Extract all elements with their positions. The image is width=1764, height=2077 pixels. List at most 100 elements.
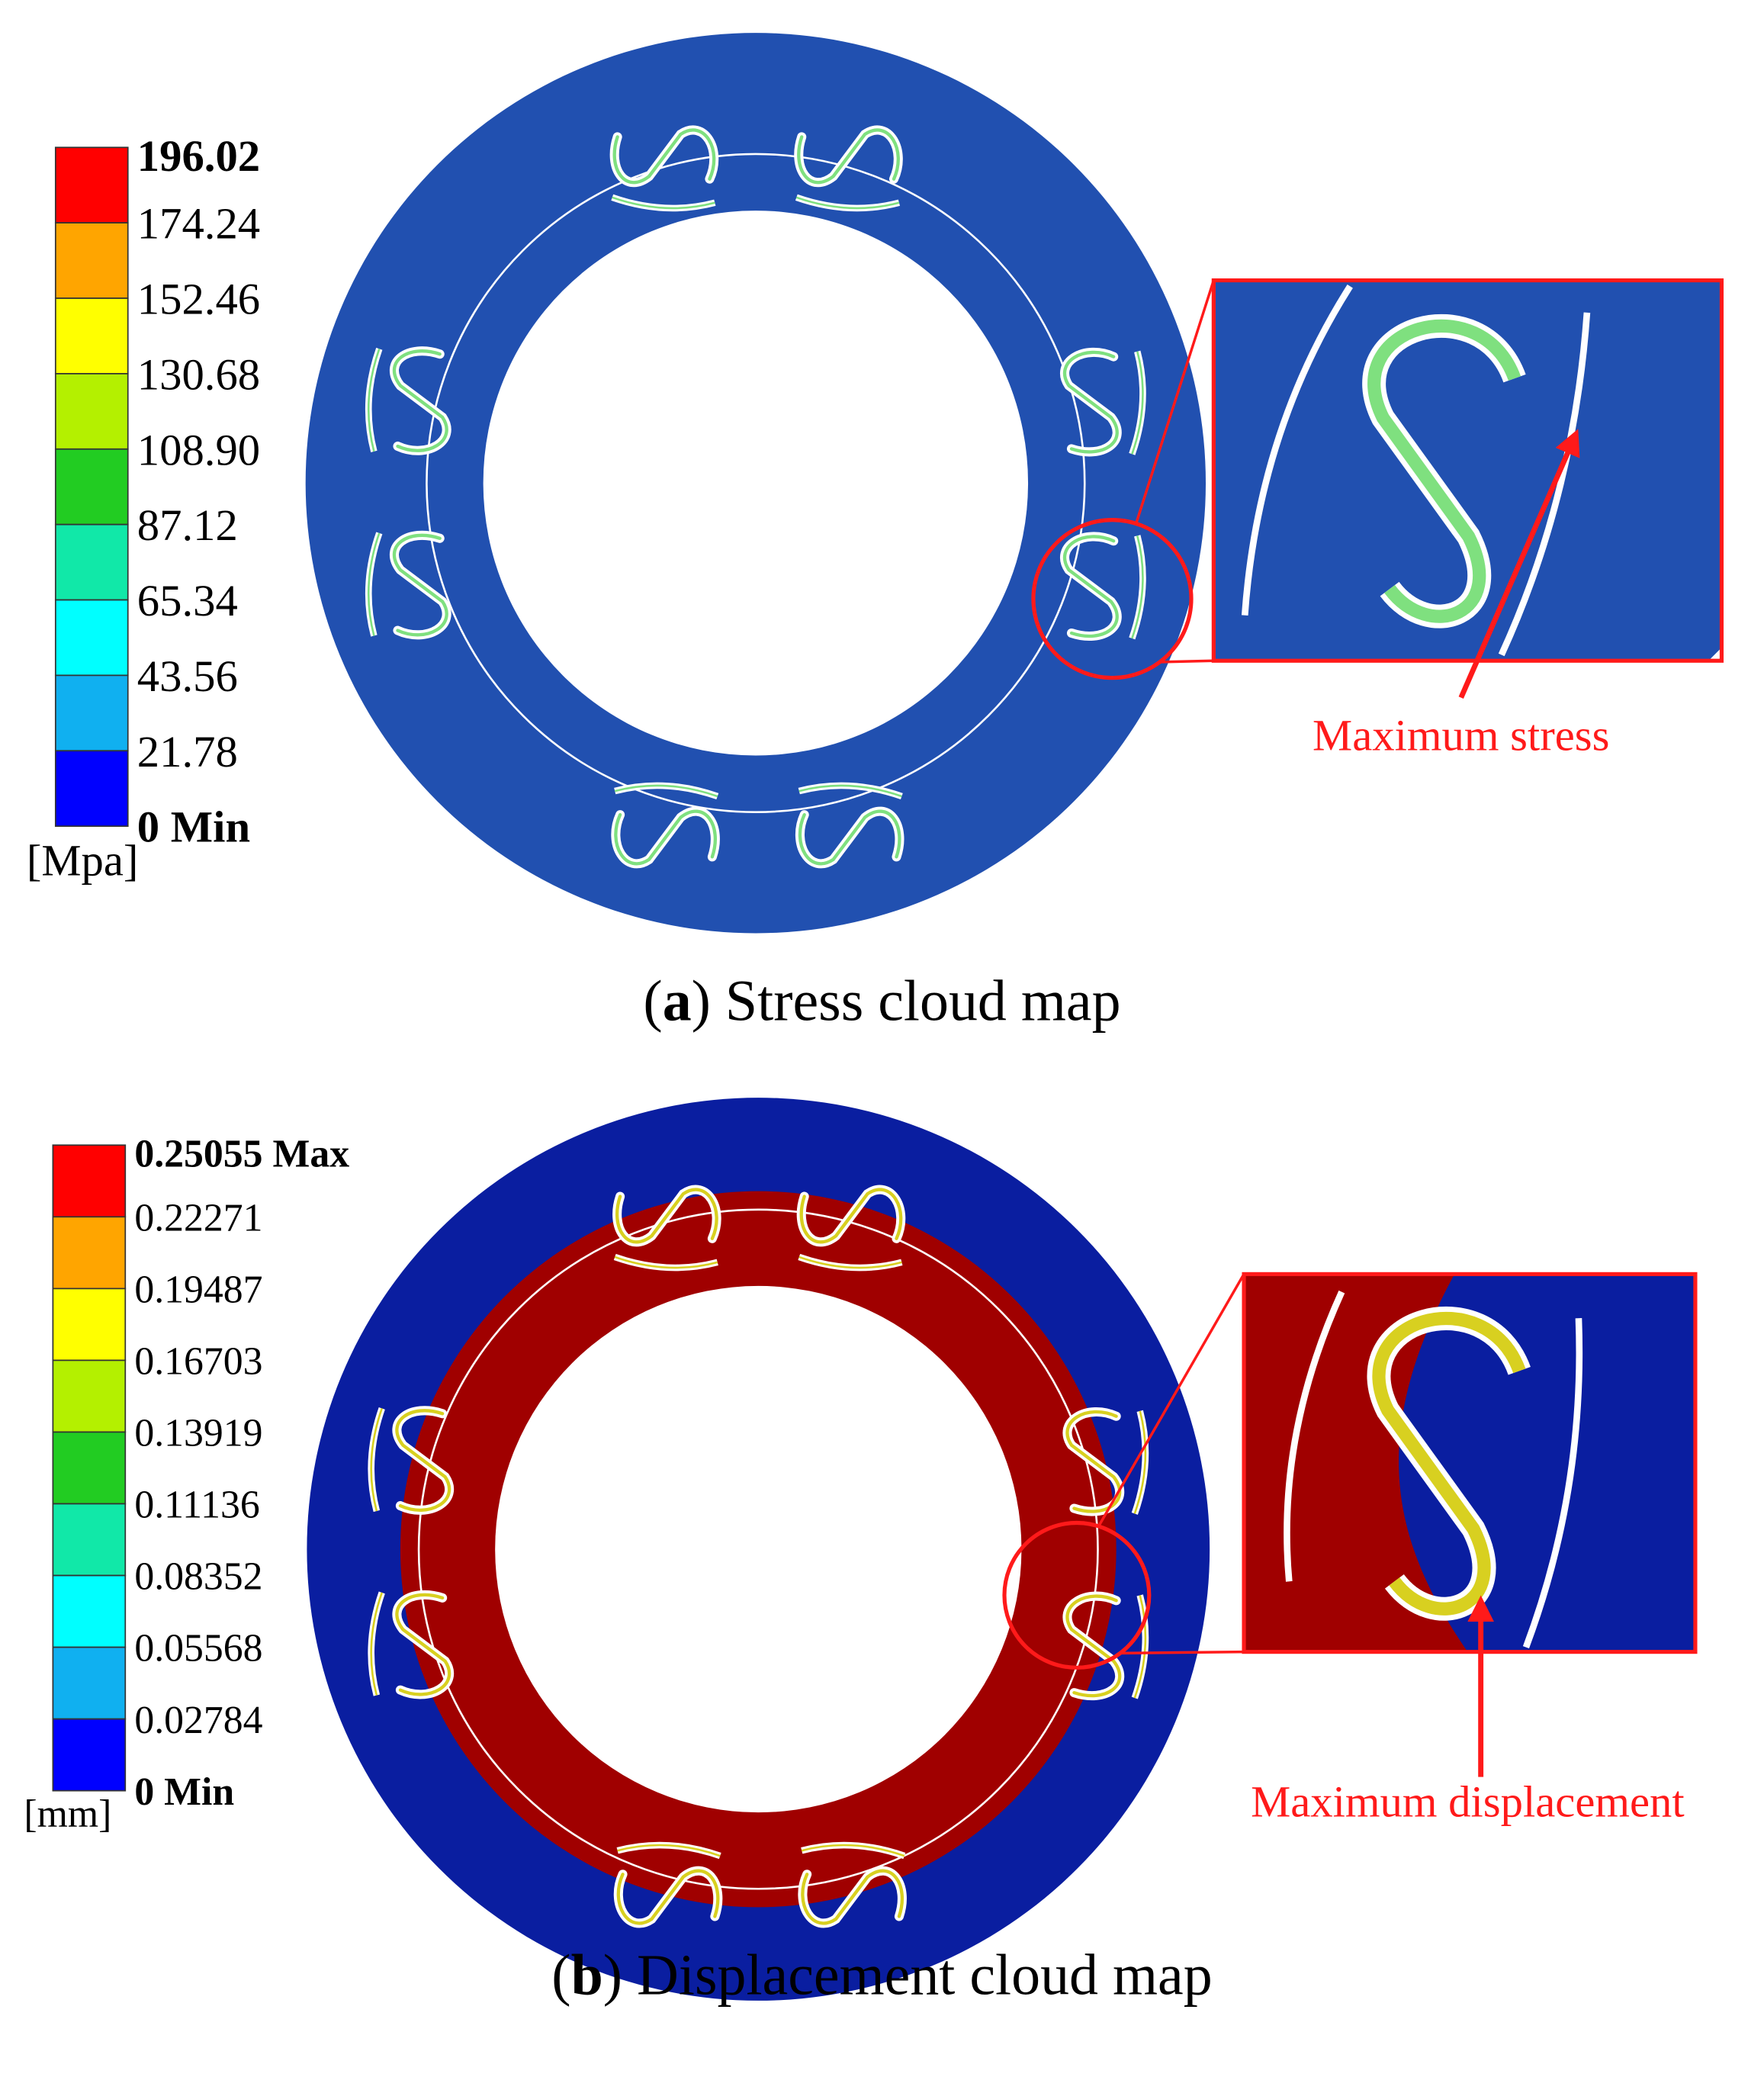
slot [612,1185,721,1272]
legend-label: 130.68 [137,349,260,399]
slot-arc-core [1131,535,1144,639]
legend-label: 65.34 [137,576,238,625]
slot [1062,1591,1149,1701]
slot-core [614,809,717,866]
connector [1120,1650,1245,1655]
panel: 0.25055 Max 0.22271 0.19487 0.16703 0.13919 0… [24,1098,1698,2007]
slot-arc-core [795,196,900,210]
legend-swatch [52,1574,127,1648]
slot [609,125,719,212]
connector [1097,1273,1245,1528]
slot [1060,532,1146,641]
slot-core [615,1188,718,1244]
slot-arc-core [1133,1595,1147,1699]
legend-label: 0 Min [134,1770,234,1814]
legend-label: 0.05568 [134,1627,262,1670]
slot-arc-core [614,1256,718,1269]
slot-core [1065,1410,1122,1513]
slot-arc-core [370,1592,383,1696]
zoom-circle [1031,518,1194,680]
slot-core [612,128,716,185]
legend-swatch [52,1359,127,1433]
inset-view [1244,1274,1695,1652]
slot-arc-core [617,1844,721,1857]
slot [795,782,904,869]
slot [368,1406,455,1515]
legend-label: 196.02 [137,131,260,181]
legend-swatch [54,599,129,677]
legend-label: 87.12 [137,500,238,550]
legend-label: 0 Min [137,802,250,852]
legend-swatch [52,1216,127,1290]
legend-swatch [52,1288,127,1362]
legend-label: 43.56 [137,651,238,701]
slot [798,1841,907,1928]
legend-label: 108.90 [137,425,260,474]
legend-swatch [54,523,129,601]
legend-unit: [mm] [24,1792,111,1836]
slot-core [797,128,900,185]
inset-arc [1498,312,1591,657]
slot-core [395,1409,451,1512]
slot [611,782,720,869]
legend-swatch [52,1718,127,1792]
slot-core [801,1869,904,1925]
inset-red [1244,1274,1468,1652]
legend-swatch [52,1646,127,1720]
legend-swatch [54,448,129,526]
ring-hole [495,1285,1022,1813]
callout-text: Maximum stress [1313,711,1609,760]
slot-arc-core [370,1407,383,1512]
slot-arc-core [801,1844,905,1857]
inset-arc [1284,1290,1345,1582]
slot-core [799,1188,903,1244]
connector [1134,280,1215,525]
legend-swatch [54,750,129,828]
legend-swatch [54,222,129,299]
slot-arc-core [614,784,718,798]
legend-label: 0.25055 Max [134,1133,349,1176]
slot-arc-core [1131,351,1144,455]
legend-label: 0.02784 [134,1699,262,1742]
legend-label: 0.22271 [134,1196,262,1239]
legend-swatch [52,1144,127,1218]
legend-swatch [52,1503,127,1577]
caption-open: ( [551,1943,570,2007]
legend-label: 21.78 [137,727,238,776]
inset-slot-core [1372,1311,1526,1616]
panel: 196.02 174.24 152.46 130.68 108.90 87.12 65.34… [27,33,1724,1033]
legend-unit: [Mpa] [27,836,139,886]
caption-letter: a [663,969,692,1033]
slot [368,1590,455,1699]
inset-arc [1241,285,1353,616]
legend-swatch [54,373,129,450]
slot [613,1841,723,1928]
caption: (a) Stress cloud map [643,969,1120,1033]
slot [796,1185,906,1272]
slot-arc-core [612,196,715,210]
slot-arc-core [798,784,902,798]
slot [794,125,903,212]
slot-core [395,1593,451,1696]
inset-slot-core [1367,319,1521,623]
slot-core [616,1869,720,1925]
slot-arc-core [798,1256,902,1269]
legend-swatch [52,1431,127,1505]
slot-arc-core [367,348,381,452]
caption-open: ( [643,969,662,1033]
legend-label: 0.08352 [134,1555,262,1599]
inset-frame [1242,1272,1698,1654]
slot-core [1062,350,1119,454]
zoom-circle [1002,1520,1152,1670]
slot-arc-core [1133,1410,1147,1514]
callout-arrow [1458,429,1580,699]
connector [1159,659,1214,664]
inset-view [1213,280,1722,661]
caption-text: ) Stress cloud map [692,969,1121,1033]
legend-swatch [54,297,129,375]
inset-arc [1522,1318,1583,1649]
slot-core [392,349,448,452]
slot [1060,347,1146,457]
slot [365,346,451,455]
